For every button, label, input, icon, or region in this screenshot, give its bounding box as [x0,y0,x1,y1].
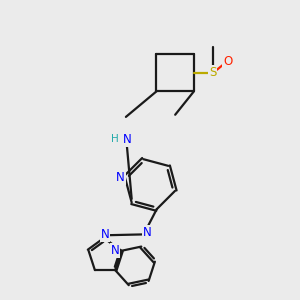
Text: H: H [111,134,119,144]
Text: O: O [223,55,232,68]
Text: N: N [116,171,125,184]
Text: S: S [209,66,216,79]
Text: N: N [111,244,119,257]
Text: N: N [143,226,152,239]
Text: N: N [101,228,110,241]
Text: N: N [123,133,132,146]
